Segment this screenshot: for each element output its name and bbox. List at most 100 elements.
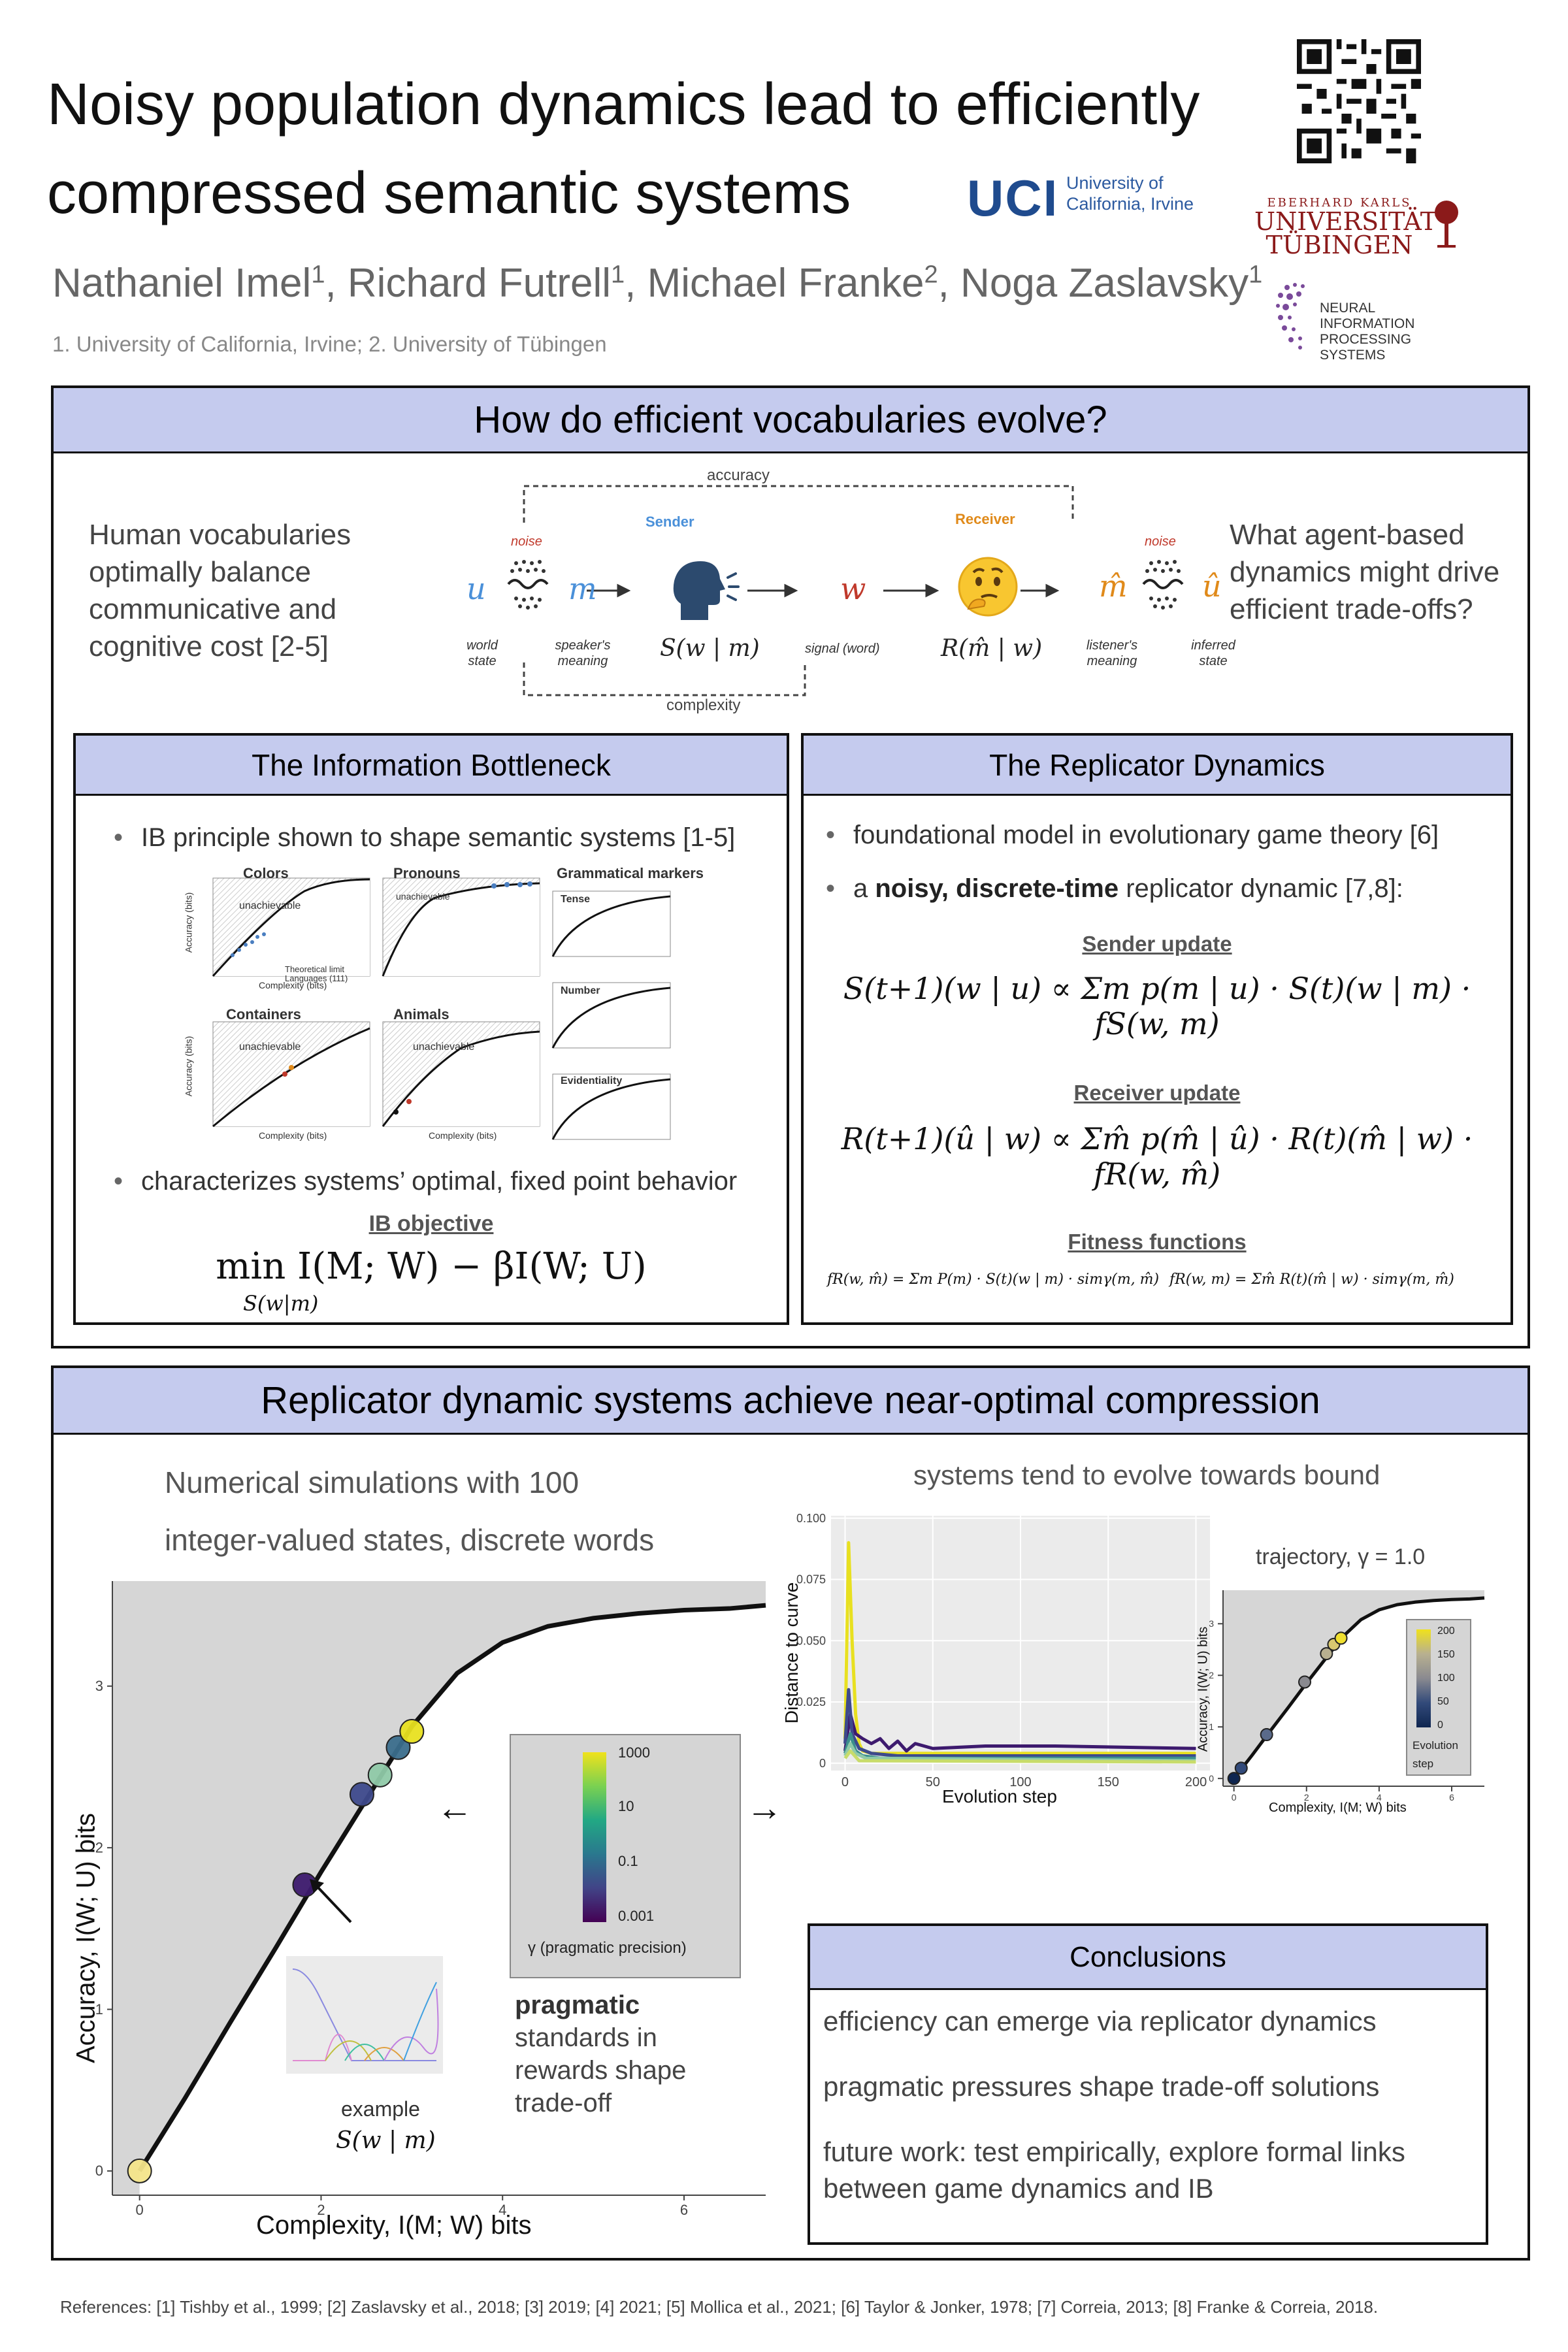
panel-tense-title: Tense	[561, 894, 591, 905]
distance-to-curve-svg: 0 50 100 150 200 0 0.025 0.050 0.075 0.100	[796, 1512, 1210, 1789]
conclusions-box: Conclusions efficiency can emerge via re…	[808, 1923, 1488, 2245]
conclusions-heading: Conclusions	[810, 1926, 1486, 1990]
simulation-text-1: Numerical simulations with 100	[165, 1465, 580, 1499]
panel-evidentiality-title: Evidentiality	[561, 1075, 623, 1086]
x-tick-label: 0	[136, 2202, 144, 2218]
y-tick-label: 0	[95, 2163, 103, 2179]
system-point	[1298, 1675, 1311, 1689]
arrow-right-icon: →	[746, 1787, 783, 1828]
gamma-colorbar	[583, 1752, 606, 1922]
ib-bound-curve	[1232, 1596, 1485, 1780]
ib-objective-label: IB objective	[368, 1211, 494, 1236]
uci-logo: UCI University of California, Irvine	[967, 169, 1194, 228]
traj-tick-0: 0	[1437, 1720, 1443, 1731]
conclusion-3: future work: test empirically, explore f…	[823, 2136, 1405, 2204]
ib-panels-graphic	[212, 877, 671, 1140]
author-4: Noga Zaslavsky1	[960, 261, 1263, 306]
traj-colorbar-label: Evolution step	[1413, 1739, 1458, 1770]
information-bottleneck-box: The Information Bottleneck IB principle …	[73, 733, 789, 1325]
section-how-efficient: How do efficient vocabularies evolve? Hu…	[51, 385, 1530, 1348]
complexity-label: complexity	[666, 696, 741, 714]
tubingen-tree-icon	[1435, 201, 1458, 248]
panel-grammatical-title: Grammatical markers	[557, 865, 704, 881]
panel-xlabel-2: Complexity (bits)	[259, 1130, 327, 1141]
traj-chart-xlabel: Complexity, I(M; W) bits	[1269, 1801, 1407, 1815]
signal-label: signal (word)	[805, 642, 880, 656]
panel-colors-title: Colors	[243, 865, 289, 881]
author-list: Nathaniel Imel1, Richard Futrell1, Micha…	[52, 261, 1263, 306]
replicator-dynamics-box: The Replicator Dynamics foundational mod…	[801, 733, 1513, 1325]
section-near-optimal-heading: Replicator dynamic systems achieve near-…	[54, 1368, 1527, 1435]
fitness-functions-label: Fitness functions	[1068, 1230, 1247, 1254]
x-tick-label: 200	[1185, 1775, 1207, 1789]
distance-series-line	[843, 1712, 1196, 1753]
panel-ylabel-2: Accuracy (bits)	[183, 1036, 194, 1097]
y-tick-label: 3	[1209, 1618, 1214, 1629]
panel-legend-limit: Theoretical limit	[285, 964, 345, 974]
inferred-state-label: inferred state	[1191, 638, 1235, 668]
y-tick-label: 0.100	[796, 1512, 826, 1525]
gamma-tick-0-001: 0.001	[618, 1908, 655, 1924]
system-point	[1334, 1631, 1348, 1645]
receiver-update-label: Receiver update	[1073, 1081, 1241, 1105]
y-tick-label: 0.050	[796, 1634, 826, 1647]
arrow-left-icon: ←	[436, 1787, 473, 1828]
distance-series-line	[843, 1749, 1196, 1764]
x-tick-label: 2	[1304, 1792, 1309, 1803]
y-tick-label: 0	[1209, 1773, 1214, 1784]
panel-containers-title: Containers	[226, 1006, 301, 1022]
x-tick-label: 6	[1449, 1792, 1454, 1803]
section-near-optimal: Replicator dynamic systems achieve near-…	[51, 1365, 1530, 2261]
y-tick-label: 0	[819, 1757, 826, 1770]
distance-to-curve-chart: 0 50 100 150 200 0 0.025 0.050 0.075 0.100 Evolut…	[779, 1505, 1223, 1819]
system-point	[399, 1719, 425, 1744]
title-line-1: Noisy population dynamics lead to effici…	[47, 72, 1200, 137]
world-state-label: world state	[466, 638, 498, 668]
gamma-tick-10: 10	[618, 1798, 634, 1814]
ib-bullet-1: IB principle shown to shape semantic sys…	[114, 823, 735, 853]
poster-title: Noisy population dynamics lead to effici…	[47, 60, 1262, 238]
receiver-label: Receiver	[955, 511, 1015, 527]
speakers-meaning-label: speaker's meaning	[555, 638, 611, 668]
x-tick-label: 150	[1098, 1775, 1119, 1789]
system-point	[1320, 1647, 1333, 1661]
traj-tick-100: 100	[1437, 1673, 1455, 1684]
title-line-2: compressed semantic systems	[47, 161, 851, 226]
gamma-tick-0-1: 0.1	[618, 1853, 638, 1869]
receiver-update-equation: R(t+1)(û | w) ∝ Σm̂ p(m̂ | û) · R(t)(m̂ …	[841, 1121, 1473, 1192]
traj-colorbar-panel: 200 150 100 50 0 Evolution step	[1406, 1619, 1471, 1776]
system-point	[1260, 1728, 1273, 1742]
author-3: Michael Franke2	[647, 261, 938, 306]
trajectory-title: trajectory, γ = 1.0	[1256, 1544, 1426, 1569]
simulation-text-2: integer-valued states, discrete words	[165, 1523, 655, 1557]
uhat-symbol: û	[1202, 568, 1222, 604]
conclusion-2: pragmatic pressures shape trade-off solu…	[823, 2071, 1380, 2102]
traj-tick-50: 50	[1437, 1696, 1449, 1707]
section-how-efficient-heading: How do efficient vocabularies evolve?	[54, 388, 1527, 453]
pointer-arrow-icon	[310, 1879, 352, 1923]
gamma-colorbar-panel: 1000 10 0.1 0.001 γ (pragmatic precision…	[510, 1734, 741, 1978]
x-tick-label: 50	[926, 1775, 940, 1789]
affiliations: 1. University of California, Irvine; 2. …	[52, 332, 607, 356]
x-tick-label: 100	[1009, 1775, 1031, 1789]
gamma-tick-1000: 1000	[618, 1744, 650, 1761]
sender-update-equation: S(t+1)(w | u) ∝ Σm p(m | u) · S(t)(w | m…	[843, 971, 1471, 1041]
tend-text: systems tend to evolve towards bound	[913, 1460, 1380, 1490]
system-point	[385, 1735, 411, 1760]
ib-heading: The Information Bottleneck	[76, 736, 787, 796]
traj-colorbar	[1416, 1629, 1431, 1727]
noise-label-right: noise	[1145, 534, 1176, 549]
panel-colors-unachievable: unachievable	[239, 900, 301, 911]
uci-logo-text: University of California, Irvine	[1066, 173, 1194, 214]
dist-chart-xlabel: Evolution step	[942, 1786, 1057, 1806]
speaker-head-icon	[673, 561, 740, 620]
dist-chart-ylabel: Distance to curve	[781, 1582, 802, 1724]
system-point	[127, 2158, 152, 2183]
fitness-eq-2: fR(w, m) = Σm̂ R(t)(m̂ | w) · simγ(m, m̂…	[1169, 1271, 1454, 1288]
main-chart-ylabel: Accuracy, I(W; U) bits	[71, 1813, 101, 2064]
uci-logo-mark: UCI	[967, 169, 1059, 227]
tubingen-logo: EBERHARD KARLS UNIVERSITÄT TÜBINGEN	[1254, 196, 1437, 259]
example-label: example	[341, 2097, 420, 2121]
listeners-meaning-label: listener's meaning	[1086, 638, 1138, 668]
qr-code-icon[interactable]	[1297, 39, 1421, 163]
